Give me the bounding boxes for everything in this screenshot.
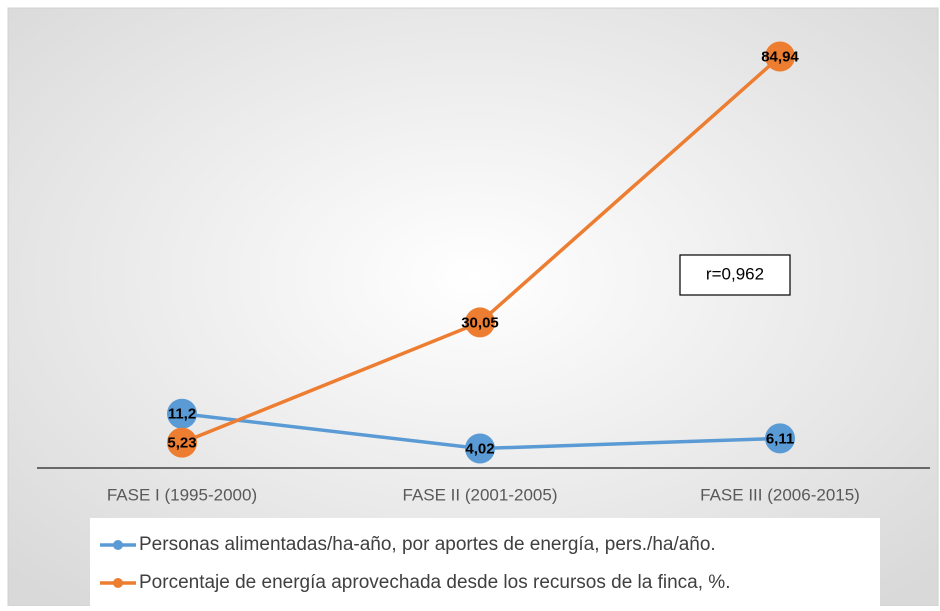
- legend-marker: [113, 578, 123, 588]
- data-label: 30,05: [461, 314, 499, 331]
- x-tick-label: FASE II (2001-2005): [403, 485, 558, 504]
- data-label: 5,23: [167, 435, 196, 452]
- marker: [465, 433, 495, 464]
- marker: [765, 41, 795, 72]
- marker: [167, 427, 197, 458]
- marker: [167, 398, 197, 429]
- legend-label: Porcentaje de energía aprovechada desde …: [139, 572, 730, 593]
- x-tick-label: FASE I (1995-2000): [107, 485, 257, 504]
- annotation: r=0,962: [706, 264, 764, 283]
- legend-marker: [113, 540, 123, 550]
- data-label: 11,2: [168, 406, 196, 423]
- chart-background: [7, 7, 939, 607]
- annotation-box: [679, 254, 791, 296]
- data-label: 84,94: [761, 48, 799, 65]
- legend-label: Personas alimentadas/ha-año, por aportes…: [139, 534, 716, 555]
- marker: [765, 423, 795, 454]
- data-label: 4,02: [465, 440, 494, 457]
- x-tick-label: FASE III (2006-2015): [700, 485, 860, 504]
- marker: [465, 307, 495, 338]
- legend: [90, 518, 880, 606]
- data-label: 6,11: [766, 430, 794, 447]
